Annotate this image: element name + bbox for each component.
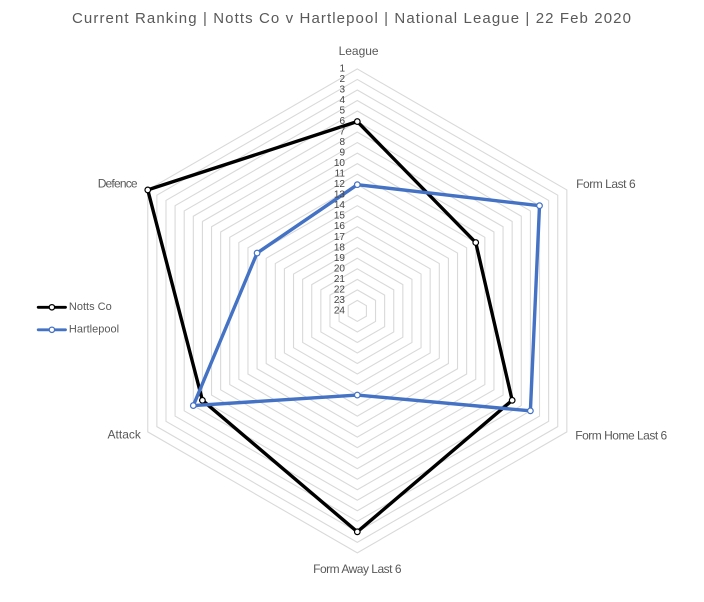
svg-text:9: 9 — [339, 148, 345, 159]
svg-text:3: 3 — [339, 84, 345, 95]
svg-text:24: 24 — [334, 305, 346, 316]
svg-text:Form Last 6: Form Last 6 — [576, 177, 636, 191]
svg-text:23: 23 — [334, 295, 346, 306]
svg-text:11: 11 — [335, 169, 346, 180]
svg-text:6: 6 — [339, 116, 345, 127]
svg-text:5: 5 — [339, 106, 345, 117]
svg-text:Form Home Last 6: Form Home Last 6 — [575, 428, 667, 442]
svg-text:10: 10 — [334, 158, 346, 169]
svg-text:2: 2 — [339, 74, 345, 85]
svg-text:16: 16 — [334, 221, 346, 232]
svg-text:Hartlepool: Hartlepool — [69, 323, 119, 335]
svg-text:Form Away Last 6: Form Away Last 6 — [313, 562, 402, 576]
svg-text:League: League — [339, 44, 379, 58]
svg-text:7: 7 — [339, 127, 345, 138]
svg-text:21: 21 — [334, 274, 346, 285]
svg-text:13: 13 — [334, 190, 346, 201]
svg-text:22: 22 — [334, 284, 346, 295]
svg-text:8: 8 — [339, 137, 345, 148]
svg-text:19: 19 — [334, 253, 346, 264]
svg-text:14: 14 — [334, 200, 346, 211]
svg-text:17: 17 — [334, 232, 346, 243]
svg-text:Defence: Defence — [98, 177, 138, 191]
svg-text:Notts Co: Notts Co — [69, 301, 112, 313]
svg-text:15: 15 — [334, 211, 346, 222]
svg-text:12: 12 — [334, 179, 346, 190]
svg-text:20: 20 — [334, 263, 346, 274]
svg-text:4: 4 — [339, 95, 345, 106]
svg-text:Attack: Attack — [108, 428, 142, 442]
svg-text:18: 18 — [334, 242, 346, 253]
svg-text:1: 1 — [339, 63, 345, 74]
